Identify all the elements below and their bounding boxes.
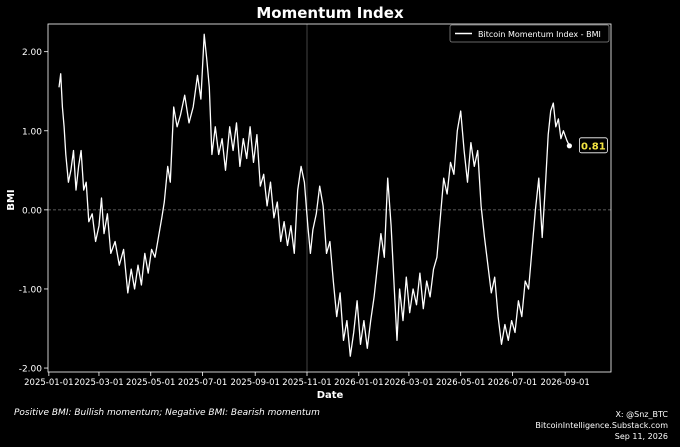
x-tick-label: 2026-05-01 — [436, 378, 485, 388]
x-tick-label: 2026-03-01 — [384, 378, 433, 388]
chart-title: Momentum Index — [256, 4, 404, 22]
x-tick-label: 2025-09-01 — [230, 378, 279, 388]
footer-date: Sep 11, 2026 — [614, 432, 668, 441]
x-tick-label: 2025-11-01 — [282, 378, 331, 388]
footer-credits: X: @Snz_BTC BitcoinIntelligence.Substack… — [535, 409, 668, 442]
x-tick-label: 2026-07-01 — [488, 378, 537, 388]
footer-handle: X: @Snz_BTC — [615, 410, 668, 419]
y-tick-label: 0.00 — [22, 206, 42, 216]
legend-box — [449, 24, 610, 43]
x-tick-label: 2025-07-01 — [178, 378, 227, 388]
x-tick-label: 2026-01-01 — [334, 378, 383, 388]
y-tick-label: 2.00 — [22, 48, 42, 58]
x-tick-label: 2026-09-01 — [540, 378, 589, 388]
x-tick-label: 2025-01-01 — [24, 378, 73, 388]
footer-site: BitcoinIntelligence.Substack.com — [535, 421, 668, 430]
y-tick-label: -2.00 — [19, 365, 43, 375]
last-value-badge — [578, 137, 608, 154]
legend-entry: Bitcoin Momentum Index - BMI — [478, 30, 601, 39]
last-value-dot — [566, 143, 572, 149]
last-value-label: 0.81 — [581, 141, 606, 152]
footer-note: Positive BMI: Bullish momentum; Negative… — [14, 408, 320, 418]
x-axis-label: Date — [317, 390, 344, 401]
chart-background — [0, 0, 680, 405]
x-tick-label: 2025-05-01 — [126, 378, 175, 388]
legend: Bitcoin Momentum Index - BMI — [449, 24, 610, 43]
x-tick-label: 2025-03-01 — [74, 378, 123, 388]
y-tick-label: 1.00 — [22, 127, 42, 137]
bmi-line-chart: Momentum Index -2.00 -1.00 0.00 1.00 2.00 202… — [0, 0, 680, 405]
y-tick-label: -1.00 — [19, 285, 43, 295]
plot-frame — [47, 23, 612, 373]
bmi-series-line — [58, 33, 570, 357]
y-axis-label: BMI — [6, 189, 17, 210]
